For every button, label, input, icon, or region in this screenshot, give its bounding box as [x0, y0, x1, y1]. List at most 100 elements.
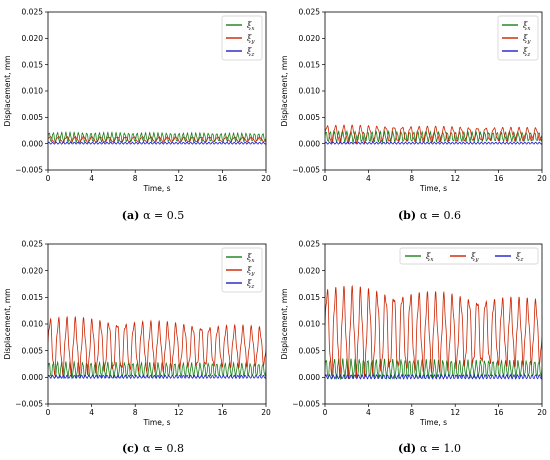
- chart-panel-4: −0.005 0.000 0.005 0.010 0.015 0.020 0.025 0 4 8 1…: [280, 240, 547, 455]
- series-line-z: [325, 373, 542, 380]
- y-axis-label: Displacement, mm: [280, 289, 289, 360]
- y-tick-label: 0.010: [299, 87, 321, 96]
- series-line-y: [325, 124, 542, 144]
- series-lines: [325, 284, 542, 381]
- y-tick-label: 0.000: [299, 139, 321, 148]
- legend-label-x: ξx: [426, 252, 434, 263]
- chart-panel-3: −0.005 0.000 0.005 0.010 0.015 0.020 0.025 0 4 8 1…: [3, 240, 271, 455]
- y-tick-label: 0.025: [22, 8, 44, 17]
- x-tick-label: 12: [450, 174, 460, 183]
- x-tick-label: 16: [218, 174, 228, 183]
- series-line-z: [48, 141, 266, 145]
- y-tick-label: 0.015: [299, 293, 321, 302]
- panel-caption: (b) α = 0.6: [398, 209, 461, 222]
- x-tick-label: 16: [494, 408, 504, 417]
- legend-label-x: ξx: [523, 21, 531, 32]
- y-tick-label: 0.020: [299, 34, 321, 43]
- panel-caption: (a) α = 0.5: [122, 209, 185, 222]
- x-tick-label: 4: [89, 408, 94, 417]
- x-axis-label: Time, s: [419, 184, 447, 193]
- legend-label-y: ξy: [247, 34, 255, 45]
- series-lines: [48, 315, 266, 380]
- x-tick-label: 20: [261, 174, 271, 183]
- x-tick-label: 0: [46, 174, 51, 183]
- y-tick-label: −0.005: [292, 166, 320, 175]
- y-tick-label: 0.015: [22, 293, 44, 302]
- y-axis-label: Displacement, mm: [280, 56, 289, 127]
- y-tick-label: 0.005: [299, 346, 321, 355]
- x-tick-label: 16: [218, 408, 228, 417]
- x-tick-label: 8: [133, 408, 138, 417]
- x-tick-label: 4: [366, 174, 371, 183]
- legend-box: [399, 247, 539, 265]
- panel-caption: (c) α = 0.8: [122, 442, 184, 455]
- x-tick-label: 8: [409, 408, 414, 417]
- y-tick-label: −0.005: [15, 166, 43, 175]
- y-tick-label: −0.005: [292, 400, 320, 409]
- chart-panel-1: −0.005 0.000 0.005 0.010 0.015 0.020 0.025 0 4 8 1…: [3, 8, 271, 222]
- legend: ξx ξy ξz: [221, 15, 263, 61]
- plot-frame: [324, 243, 543, 405]
- series-line-x: [48, 360, 266, 380]
- legend-label-y: ξy: [523, 34, 531, 45]
- x-axis-label: Time, s: [142, 418, 170, 427]
- legend: ξx ξy ξz: [221, 247, 263, 293]
- x-tick-label: 4: [89, 174, 94, 183]
- y-tick-label: 0.005: [22, 346, 44, 355]
- x-tick-label: 20: [261, 408, 271, 417]
- x-tick-label: 4: [366, 408, 371, 417]
- chart-panel-2: −0.005 0.000 0.005 0.010 0.015 0.020 0.025 0 4 8 1…: [280, 8, 547, 222]
- x-tick-label: 16: [494, 174, 504, 183]
- y-tick-label: 0.005: [22, 113, 44, 122]
- x-tick-label: 0: [323, 174, 328, 183]
- x-tick-label: 12: [174, 408, 184, 417]
- legend-label-z: ξz: [516, 252, 523, 263]
- series-line-x: [325, 129, 542, 144]
- panel-caption: (d) α = 1.0: [398, 442, 461, 455]
- y-axis-label: Displacement, mm: [3, 56, 12, 127]
- y-tick-label: 0.025: [22, 240, 44, 249]
- y-tick-label: 0.000: [22, 139, 44, 148]
- x-tick-label: 8: [133, 174, 138, 183]
- series-line-y: [48, 315, 266, 377]
- y-tick-label: 0.020: [22, 34, 44, 43]
- x-tick-label: 12: [450, 408, 460, 417]
- x-tick-label: 0: [323, 408, 328, 417]
- x-axis-label: Time, s: [419, 418, 447, 427]
- y-tick-label: 0.010: [22, 87, 44, 96]
- x-tick-label: 20: [537, 408, 547, 417]
- y-tick-label: 0.020: [22, 266, 44, 275]
- legend-label-z: ξz: [247, 279, 254, 290]
- y-tick-label: 0.020: [299, 266, 321, 275]
- legend-label-y: ξy: [247, 266, 255, 277]
- y-tick-label: 0.000: [22, 373, 44, 382]
- y-tick-label: −0.005: [15, 400, 43, 409]
- legend: ξx ξy ξz: [497, 15, 539, 61]
- series-line-z: [48, 374, 266, 379]
- y-tick-label: 0.025: [299, 8, 321, 17]
- legend-label-y: ξy: [471, 252, 479, 263]
- x-tick-label: 0: [46, 408, 51, 417]
- y-tick-label: 0.010: [22, 320, 44, 329]
- x-axis-label: Time, s: [142, 184, 170, 193]
- y-tick-label: 0.015: [22, 60, 44, 69]
- y-tick-label: 0.015: [299, 60, 321, 69]
- series-lines: [325, 124, 542, 145]
- series-line-z: [325, 141, 542, 145]
- legend-label-x: ξx: [247, 21, 255, 32]
- series-line-y: [48, 135, 266, 143]
- legend-label-x: ξx: [247, 253, 255, 264]
- series-lines: [48, 131, 266, 145]
- x-tick-label: 8: [409, 174, 414, 183]
- x-tick-label: 12: [174, 174, 184, 183]
- y-tick-label: 0.005: [299, 113, 321, 122]
- y-tick-label: 0.025: [299, 240, 321, 249]
- y-tick-label: 0.000: [299, 373, 321, 382]
- x-tick-label: 20: [537, 174, 547, 183]
- y-tick-label: 0.010: [299, 320, 321, 329]
- y-axis-label: Displacement, mm: [3, 289, 12, 360]
- legend: ξx ξy ξz: [399, 247, 539, 265]
- legend-label-z: ξz: [523, 47, 530, 58]
- series-line-x: [48, 131, 266, 144]
